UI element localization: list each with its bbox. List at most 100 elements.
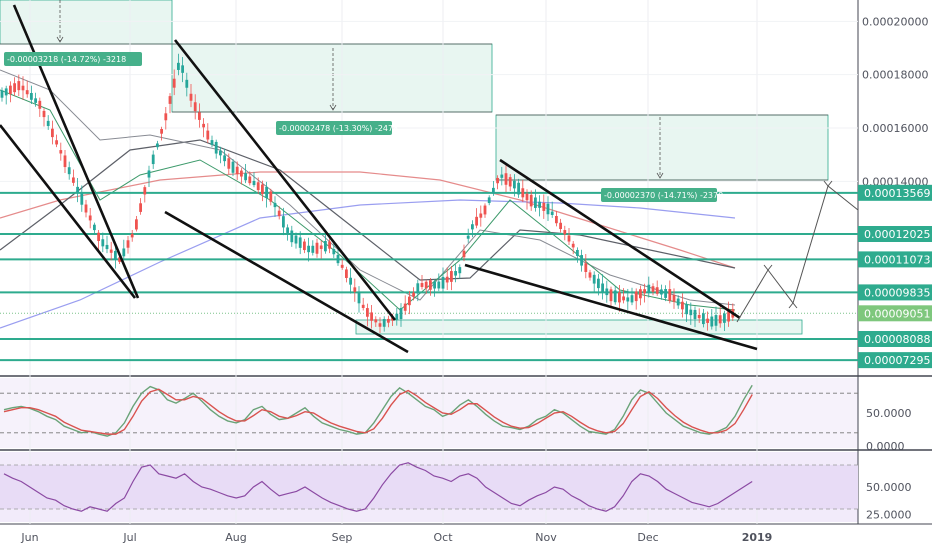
candle-body [130, 233, 134, 238]
level-price-label: 0.00009835 [864, 286, 930, 299]
measure-arrow-head [329, 104, 337, 111]
candle-body [529, 194, 533, 207]
candle-body [324, 240, 327, 252]
candle-body [382, 319, 386, 327]
candle-body [630, 295, 634, 303]
candle-body [571, 243, 575, 248]
candle-body [609, 289, 613, 302]
candle-body [403, 303, 407, 311]
level-price-label: 0.00011073 [864, 253, 930, 266]
candle-body [198, 112, 201, 120]
candle-body [273, 202, 277, 208]
candle-body [277, 210, 281, 217]
candle-body [517, 182, 520, 195]
candle-body [450, 271, 453, 282]
candle-body [160, 128, 163, 134]
candle-body [471, 224, 474, 230]
projection-arrow-head [763, 264, 773, 271]
moving-average-line [0, 139, 736, 281]
candle-body [240, 170, 243, 177]
candle-body [622, 296, 625, 301]
candle-body [534, 197, 537, 208]
candle-body [223, 155, 226, 162]
candle-body [38, 100, 42, 109]
moving-average-line [0, 69, 736, 306]
candle-body [118, 257, 121, 262]
rsi-tick-label: 25.0000 [866, 509, 912, 522]
candle-body [462, 250, 466, 258]
measure-zone [0, 0, 173, 45]
time-tick-label: Aug [225, 531, 246, 544]
candle-body [668, 289, 672, 301]
candle-body [248, 176, 252, 184]
trend-line [0, 124, 137, 299]
candle-body [34, 98, 37, 103]
candle-body [433, 281, 436, 289]
candle-body [508, 177, 512, 187]
candle-body [697, 314, 701, 319]
candle-body [101, 239, 105, 247]
candle-body [143, 187, 147, 195]
candle-body [420, 283, 424, 287]
candle-body [618, 292, 621, 303]
candle-body [172, 78, 176, 88]
level-price-box [858, 284, 932, 301]
candle-body [256, 182, 260, 191]
candle-body [84, 204, 88, 213]
candle-body [315, 242, 319, 254]
candle-body [458, 267, 462, 274]
measure-label-box [4, 52, 142, 66]
time-tick-label: Nov [535, 531, 557, 544]
candle-body [605, 288, 609, 296]
trend-line [164, 210, 409, 354]
candle-body [374, 319, 378, 323]
candle-body [681, 301, 684, 310]
candle-body [59, 150, 63, 154]
level-price-box [858, 226, 932, 242]
measure-label: -0.00002370 (-14.71%) -2370 [604, 191, 723, 200]
candle-body [613, 290, 617, 303]
candle-body [424, 281, 428, 289]
candle-body [97, 232, 100, 241]
candle-body [17, 81, 21, 91]
candle-body [370, 312, 373, 321]
candle-body [332, 249, 336, 255]
candle-body [496, 177, 499, 184]
candle-body [269, 191, 273, 202]
trend-line [173, 39, 397, 321]
measure-arrow-head [56, 36, 64, 43]
time-tick-label: Dec [637, 531, 658, 544]
candle-body [395, 313, 399, 320]
candle-body [479, 213, 483, 218]
candle-body [298, 237, 302, 248]
level-price-label: 0.00012025 [864, 228, 930, 241]
candle-body [437, 281, 441, 289]
candle-body [710, 316, 714, 327]
time-tick-label: Jun [20, 531, 38, 544]
price-tick-label: 0.00020000 [862, 15, 928, 28]
candle-body [466, 235, 470, 239]
candle-body [319, 245, 323, 249]
candle-body [235, 166, 239, 175]
level-price-label: 0.00008088 [864, 333, 930, 346]
candle-body [588, 272, 592, 278]
candle-body [550, 211, 554, 215]
candle-body [345, 269, 348, 278]
candle-body [303, 241, 306, 251]
candle-body [412, 292, 415, 297]
candle-body [139, 203, 142, 212]
candle-body [193, 102, 197, 112]
moving-average-line [0, 89, 736, 311]
candle-body [576, 249, 579, 256]
measure-label: -0.00002478 (-13.30%) -2478 [279, 124, 398, 133]
candle-body [454, 271, 457, 276]
candle-body [25, 90, 29, 95]
candle-body [202, 123, 205, 128]
candle-body [416, 283, 420, 294]
level-price-box [858, 184, 932, 201]
time-tick-label: 2019 [742, 531, 773, 544]
candle-body [567, 235, 571, 242]
candle-body [475, 216, 478, 226]
